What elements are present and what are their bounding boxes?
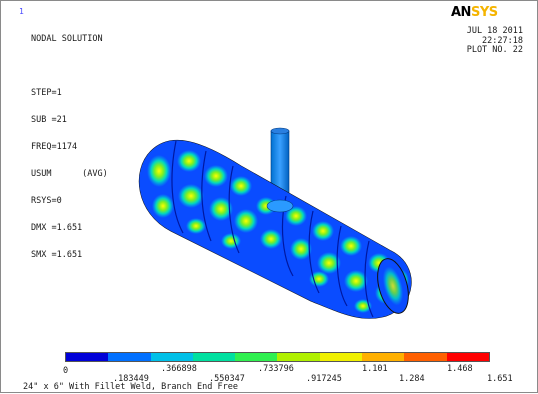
legend-color-swatch <box>66 353 109 361</box>
plot-date: JUL 18 2011 <box>466 26 523 36</box>
legend-color-swatch <box>404 353 447 361</box>
info-line: SMX =1.651 <box>31 250 83 260</box>
plot-caption: 24" x 6" With Fillet Weld, Branch End Fr… <box>23 382 238 392</box>
info-line: FREQ=1174 <box>31 142 78 152</box>
legend-color-swatch <box>446 353 489 361</box>
legend-label: 1.651 <box>487 374 513 384</box>
info-line: SUB =21 <box>31 115 67 125</box>
legend-label: .183449 <box>113 374 149 384</box>
info-line: NODAL SOLUTION <box>31 34 103 44</box>
legend-label: .550347 <box>209 374 245 384</box>
contour-legend-bar <box>65 352 490 362</box>
legend-color-swatch <box>192 353 236 361</box>
legend-label: .733796 <box>258 364 294 374</box>
ansys-logo: ANSYS <box>451 5 498 20</box>
plot-number: PLOT NO. 22 <box>466 45 523 55</box>
solution-info: NODAL SOLUTION STEP=1 SUB =21 FREQ=1174 … <box>31 17 108 278</box>
legend-color-swatch <box>277 353 320 361</box>
info-line: DMX =1.651 <box>31 223 83 233</box>
info-line: STEP=1 <box>31 88 62 98</box>
plot-stamp: JUL 18 2011 22:27:18 PLOT NO. 22 <box>466 26 523 56</box>
legend-label: .366898 <box>161 364 197 374</box>
plot-time: 22:27:18 <box>482 35 523 46</box>
legend-color-swatch <box>362 353 405 361</box>
legend-label: .917245 <box>306 374 342 384</box>
legend-color-swatch <box>319 353 363 361</box>
legend-label: 1.284 <box>399 374 425 384</box>
legend-color-swatch <box>108 353 151 361</box>
legend-label: 1.101 <box>362 364 388 374</box>
window-number: 1 <box>19 7 24 16</box>
legend-label: 0 <box>63 366 69 376</box>
info-line: RSYS=0 <box>31 196 62 206</box>
legend-color-swatch <box>150 353 193 361</box>
legend-color-swatch <box>235 353 278 361</box>
legend-label: 1.468 <box>447 364 473 374</box>
info-line: USUM (AVG) <box>31 169 108 179</box>
